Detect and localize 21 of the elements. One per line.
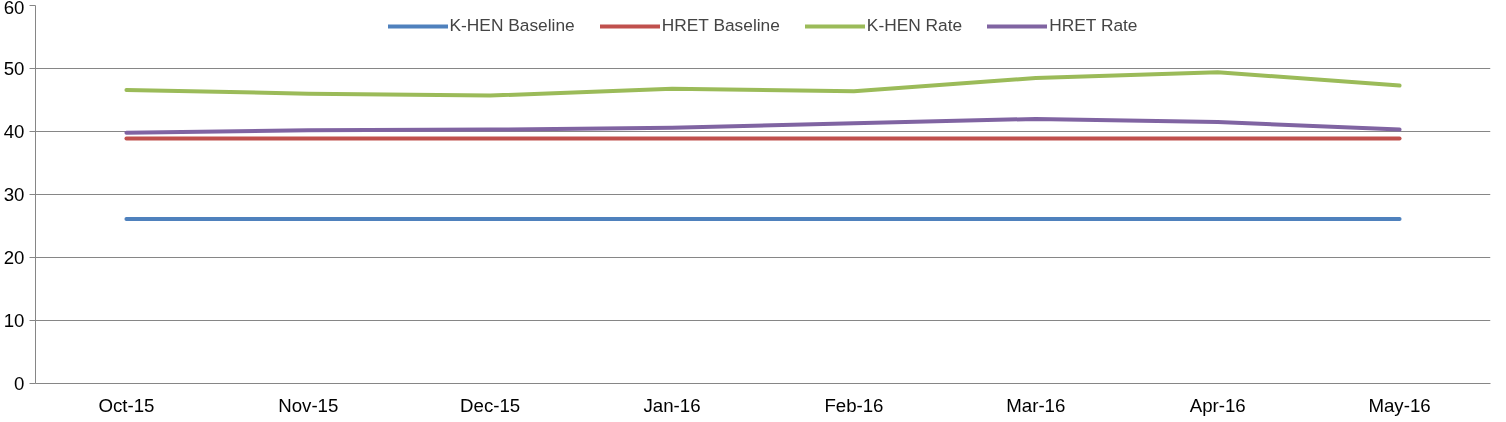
y-tick-label: 10 — [3, 310, 25, 331]
legend-label: HRET Baseline — [661, 15, 780, 36]
line-series — [124, 116, 1402, 135]
x-tick-label: Feb-16 — [824, 394, 884, 416]
x-tick-label: Apr-16 — [1189, 394, 1246, 416]
line-series — [124, 70, 1402, 98]
y-tick-label: 50 — [3, 58, 25, 79]
y-tick-label: 30 — [3, 184, 25, 205]
legend-label: HRET Rate — [1049, 15, 1138, 36]
x-tick-label: May-16 — [1368, 394, 1431, 416]
x-tick-label: Jan-16 — [643, 394, 701, 416]
y-tick-label: 40 — [3, 121, 25, 142]
x-tick-label: Nov-15 — [278, 394, 339, 416]
x-tick-label: Dec-15 — [460, 394, 521, 416]
x-tick-label: Oct-15 — [98, 394, 155, 416]
x-tick-label: Mar-16 — [1006, 394, 1066, 416]
legend-label: K-HEN Baseline — [449, 15, 575, 36]
y-tick-label: 60 — [3, 0, 25, 18]
y-tick-label: 0 — [14, 373, 25, 394]
y-tick-label: 20 — [3, 247, 25, 268]
legend-label: K-HEN Rate — [866, 15, 963, 36]
